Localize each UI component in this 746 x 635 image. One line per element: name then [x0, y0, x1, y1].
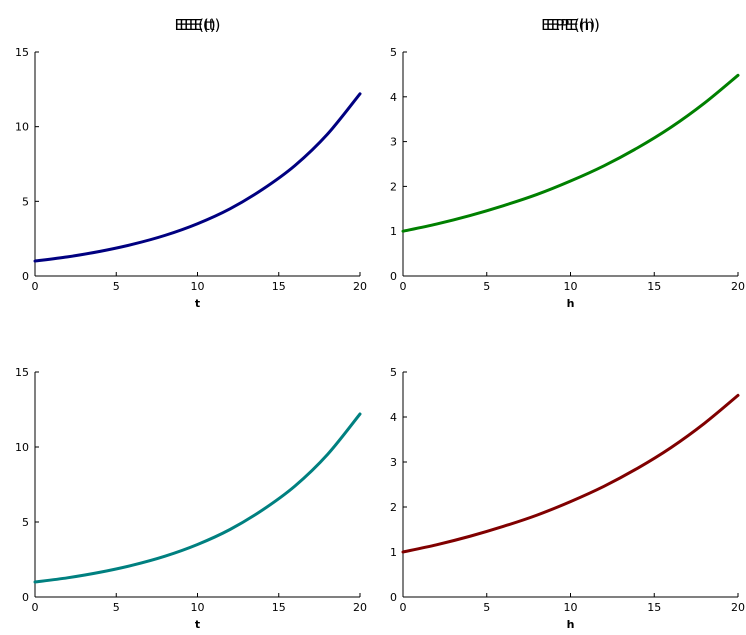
chart-panel-3: EEE(t) 0 5 10 15 0 5 10 15 20 t [15, 16, 367, 631]
x-axis-label: t [195, 618, 200, 631]
y-tick-label: 2 [390, 501, 397, 514]
y-tick-label: 15 [15, 46, 29, 59]
x-tick-label: 10 [191, 601, 205, 614]
y-tick-label: 4 [390, 91, 397, 104]
chart-title: EEE(t) [174, 16, 220, 34]
y-tick-label: 0 [390, 270, 397, 283]
x-tick-label: 15 [647, 280, 661, 293]
x-tick-label: 0 [32, 280, 39, 293]
y-tick-label: 5 [22, 516, 29, 529]
y-tick-label: 1 [390, 546, 397, 559]
y-tick-label: 1 [390, 225, 397, 238]
x-tick-label: 15 [272, 280, 286, 293]
series-line [401, 73, 740, 233]
y-tick-label: 0 [22, 270, 29, 283]
y-tick-label: 5 [390, 366, 397, 379]
x-tick-label: 10 [564, 280, 578, 293]
series-line [33, 92, 362, 263]
x-tick-label: 15 [272, 601, 286, 614]
x-axis-label: h [567, 297, 575, 310]
y-tick-label: 4 [390, 411, 397, 424]
y-tick-label: 10 [15, 441, 29, 454]
chart-panel-1: EE(t) 0 5 10 15 0 5 10 15 20 t [15, 16, 367, 310]
y-tick-label: 0 [22, 591, 29, 604]
y-tick-label: 5 [22, 195, 29, 208]
x-tick-label: 20 [353, 280, 367, 293]
y-tick-label: 2 [390, 180, 397, 193]
y-tick-label: 10 [15, 121, 29, 134]
x-axis-label: t [195, 297, 200, 310]
x-tick-label: 10 [564, 601, 578, 614]
y-tick-label: 3 [390, 136, 397, 149]
x-tick-label: 20 [353, 601, 367, 614]
x-tick-label: 5 [113, 280, 120, 293]
x-tick-label: 20 [731, 280, 745, 293]
x-tick-label: 0 [32, 601, 39, 614]
x-tick-label: 20 [731, 601, 745, 614]
chart-title: EPE(h) [546, 16, 595, 34]
x-tick-label: 0 [400, 280, 407, 293]
x-axis-label: h [567, 618, 575, 631]
y-tick-label: 15 [15, 366, 29, 379]
x-tick-label: 15 [647, 601, 661, 614]
x-tick-label: 10 [191, 280, 205, 293]
y-tick-label: 5 [390, 46, 397, 59]
y-tick-label: 0 [390, 591, 397, 604]
series-line [33, 412, 362, 584]
chart-title: EE(t) [179, 16, 216, 34]
x-tick-label: 5 [113, 601, 120, 614]
x-tick-label: 5 [483, 280, 490, 293]
chart-title: EEPE(h) [541, 16, 600, 34]
series-line [401, 393, 740, 554]
chart-panel-2: EPE(h) 0 1 2 3 4 5 0 5 10 15 20 h [390, 16, 745, 310]
x-tick-label: 5 [483, 601, 490, 614]
y-tick-label: 3 [390, 456, 397, 469]
x-tick-label: 0 [400, 601, 407, 614]
